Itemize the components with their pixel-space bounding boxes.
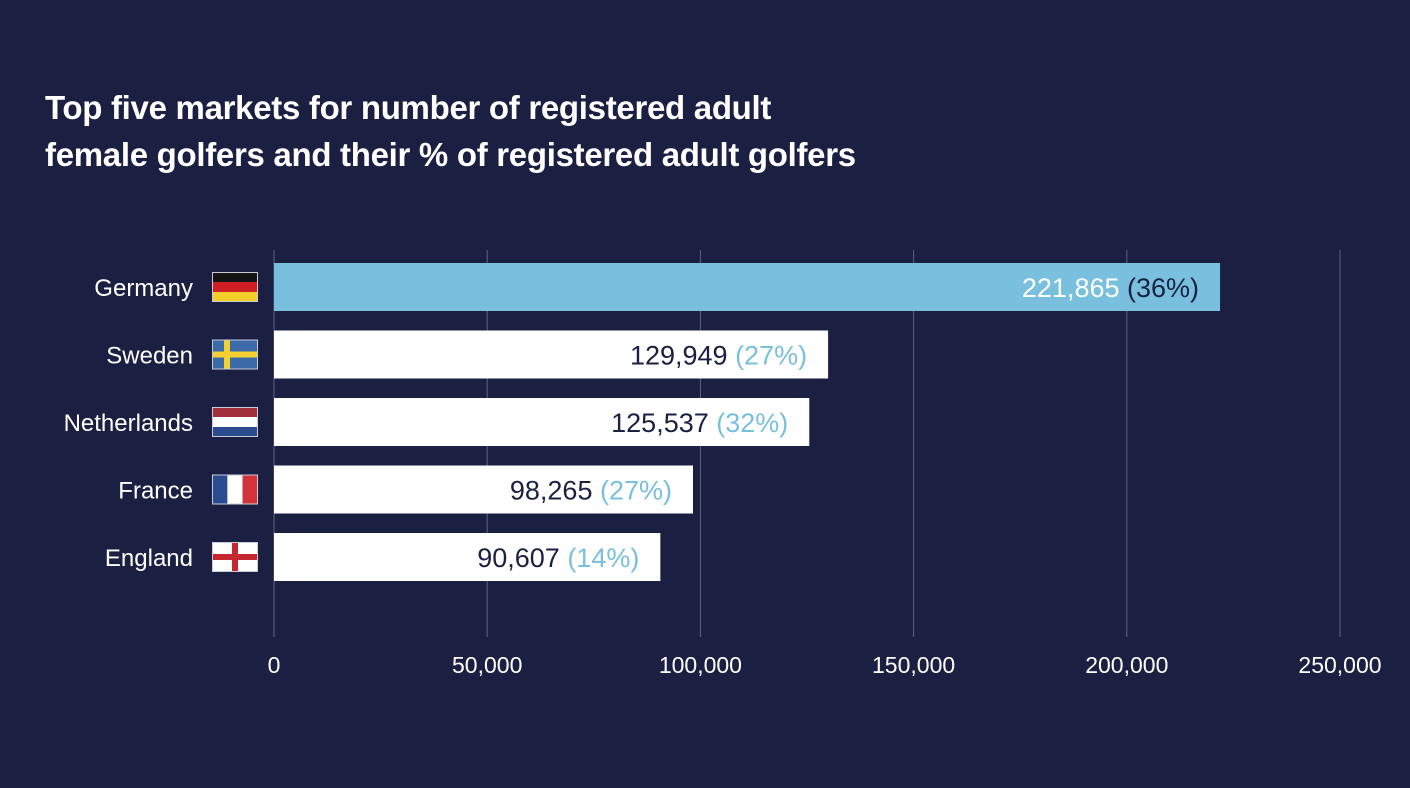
percent-label: (36%): [1127, 273, 1199, 303]
bar-rows: Germany 221,865 (36%) Sweden 129,949 (27%) N…: [64, 263, 1221, 581]
chart-title-line-1: Top five markets for number of registere…: [45, 89, 772, 126]
data-label: 90,607 (14%): [477, 543, 639, 573]
bar-row-sweden: Sweden 129,949 (27%): [106, 330, 829, 379]
data-label: 129,949 (27%): [630, 341, 807, 371]
x-tick-label: 50,000: [452, 652, 522, 678]
percent-label: (27%): [735, 341, 807, 371]
percent-label: (14%): [567, 543, 639, 573]
bar-row-germany: Germany 221,865 (36%): [94, 263, 1221, 311]
germany-flag-icon: [212, 272, 258, 302]
value-label: 125,537: [611, 408, 716, 438]
x-axis-tick-labels: 0 50,000 100,000 150,000 200,000 250,000: [268, 652, 1382, 678]
bar: [274, 263, 1221, 311]
sweden-flag-icon: [212, 339, 258, 370]
percent-label: (27%): [600, 476, 672, 506]
x-tick-label: 150,000: [872, 652, 955, 678]
value-label: 129,949: [630, 341, 735, 371]
value-label: 98,265: [510, 476, 600, 506]
chart-title: Top five markets for number of registere…: [45, 84, 1045, 178]
england-flag-icon: [212, 542, 258, 572]
percent-label: (32%): [716, 408, 788, 438]
netherlands-flag-icon: [212, 407, 258, 437]
category-label: England: [105, 545, 193, 572]
bar-row-england: England 90,607 (14%): [105, 533, 661, 581]
value-label: 221,865: [1022, 273, 1127, 303]
bar: [274, 533, 661, 581]
bar: [274, 398, 810, 446]
france-flag-icon: [212, 474, 258, 505]
x-tick-label: 250,000: [1298, 652, 1381, 678]
data-label: 98,265 (27%): [510, 476, 672, 506]
x-tick-label: 200,000: [1085, 652, 1168, 678]
bar-row-netherlands: Netherlands 125,537 (32%): [64, 398, 810, 446]
bar: [274, 465, 694, 514]
data-label: 221,865 (36%): [1022, 273, 1199, 303]
category-label: Germany: [94, 275, 193, 302]
category-label: Netherlands: [64, 410, 193, 437]
bar-row-france: France 98,265 (27%): [118, 465, 694, 514]
value-label: 90,607: [477, 543, 567, 573]
x-tick-label: 100,000: [659, 652, 742, 678]
x-tick-label: 0: [268, 652, 281, 678]
data-label: 125,537 (32%): [611, 408, 788, 438]
category-label: Sweden: [106, 343, 193, 370]
category-label: France: [118, 478, 193, 505]
chart-title-line-2: female golfers and their % of registered…: [45, 136, 856, 173]
bar: [274, 330, 829, 379]
